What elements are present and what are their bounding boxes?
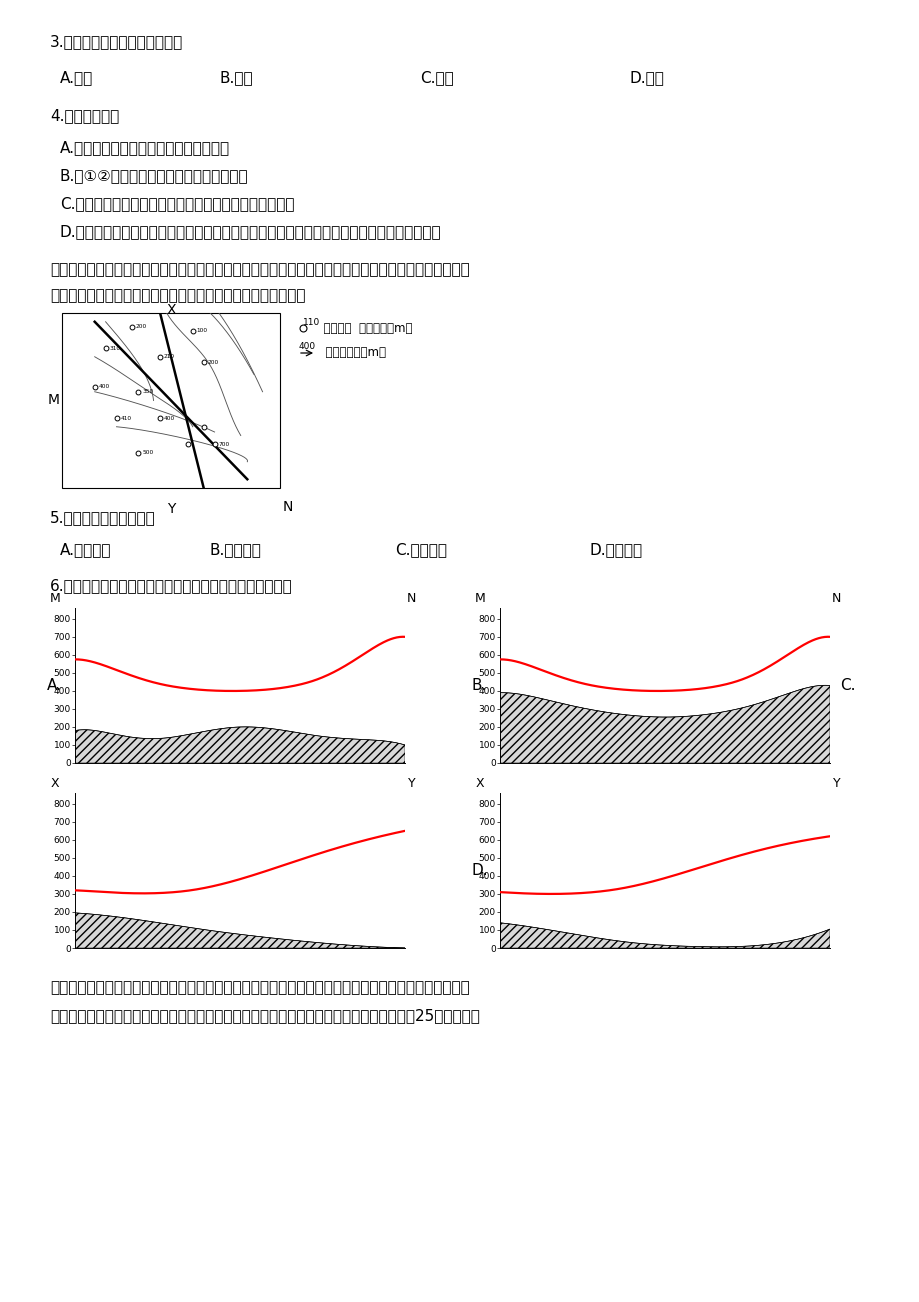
Text: Y: Y [167, 503, 176, 516]
Text: C.　丁: C. 丁 [420, 70, 453, 85]
Polygon shape [75, 913, 404, 948]
Text: 地形等高线（m）: 地形等高线（m） [318, 346, 386, 359]
Text: 700: 700 [219, 441, 230, 447]
Text: N: N [406, 592, 415, 605]
Text: 的发展和航道的兴衰等。下图示意我国一河流中游基河段河床横断面的变化，该河平水位在25米左右。据: 的发展和航道的兴衰等。下图示意我国一河流中游基河段河床横断面的变化，该河平水位在… [50, 1008, 480, 1023]
Text: D.　戊: D. 戊 [630, 70, 664, 85]
Text: B.: B. [471, 678, 487, 693]
Text: M: M [48, 393, 60, 408]
Text: 400: 400 [164, 415, 176, 421]
Text: A.　当地地表形态主要是内力作用的结果: A. 当地地表形态主要是内力作用的结果 [60, 141, 230, 155]
Text: C.　背斜山: C. 背斜山 [394, 542, 447, 557]
Text: 为该地等高线地形和部分钻孔位置分布图，据此完成下面小题。: 为该地等高线地形和部分钻孔位置分布图，据此完成下面小题。 [50, 288, 305, 303]
Text: D.　向斜山: D. 向斜山 [589, 542, 642, 557]
Text: 400: 400 [98, 384, 109, 389]
Text: 4.　由右图可知: 4. 由右图可知 [50, 108, 119, 122]
Text: 400: 400 [298, 342, 315, 352]
Text: M: M [50, 592, 61, 605]
Text: 为了调查东南丘陵某地地质构造状况，地质工作者钻孔获得了该地某岩层顶部的埋藏深度数据，下图: 为了调查东南丘陵某地地质构造状况，地质工作者钻孔获得了该地某岩层顶部的埋藏深度数… [50, 262, 470, 277]
Text: 钻孔位置  地层埋深（m）: 钻孔位置 地层埋深（m） [315, 322, 412, 335]
Text: A.　背斜谷: A. 背斜谷 [60, 542, 111, 557]
Text: A.　甲: A. 甲 [60, 70, 93, 85]
Polygon shape [75, 727, 404, 763]
Text: 210: 210 [164, 354, 175, 359]
Text: Y: Y [407, 777, 415, 790]
Text: 310: 310 [109, 345, 120, 350]
Text: 200: 200 [135, 324, 147, 329]
Text: N: N [831, 592, 840, 605]
Text: 500: 500 [142, 450, 153, 456]
Text: X: X [167, 303, 176, 316]
Text: 3.　右图中砂砾岩属于左图中的: 3. 右图中砂砾岩属于左图中的 [50, 34, 183, 49]
Text: 6.　能正确表示图中剖面线地形和地质构造状况的（　　）: 6. 能正确表示图中剖面线地形和地质构造状况的（ ） [50, 578, 292, 592]
Text: B.　①②两处岩石可能变质为板岩和大理岩: B. ①②两处岩石可能变质为板岩和大理岩 [60, 168, 248, 184]
Text: X: X [51, 777, 60, 790]
Text: 410: 410 [120, 415, 131, 421]
Text: B.　丙: B. 丙 [220, 70, 254, 85]
Text: C.　当地发生过明显的岩浆活动，因此不可能寻找到化石: C. 当地发生过明显的岩浆活动，因此不可能寻找到化石 [60, 197, 294, 211]
Bar [62, 312, 279, 488]
Text: D.　地质事件发生过程是：下沉沉积一挤压褶皱一发生断裂一岩浆入侵一抬升侵蚀一下沉沉积: D. 地质事件发生过程是：下沉沉积一挤压褶皱一发生断裂一岩浆入侵一抬升侵蚀一下沉… [60, 224, 441, 240]
Text: N: N [283, 500, 293, 514]
Text: 100: 100 [197, 328, 208, 333]
Text: 110: 110 [302, 318, 320, 327]
Polygon shape [499, 685, 829, 763]
Text: 5.　该地地貌是（　　）: 5. 该地地貌是（ ） [50, 510, 155, 525]
Text: 河床指河谷中被水流淹没的部分。河床横向变形指河床沿着与水流垂直方向发生的形状变化，如河湾: 河床指河谷中被水流淹没的部分。河床横向变形指河床沿着与水流垂直方向发生的形状变化… [50, 980, 470, 995]
Text: 350: 350 [142, 389, 153, 395]
Text: Y: Y [832, 777, 839, 790]
Text: D.: D. [471, 863, 488, 878]
Text: X: X [475, 777, 484, 790]
Polygon shape [499, 923, 829, 948]
Text: A.: A. [47, 678, 62, 693]
Text: M: M [474, 592, 485, 605]
Text: C.: C. [839, 678, 855, 693]
Text: 200: 200 [208, 359, 219, 365]
Text: B.　向斜谷: B. 向斜谷 [210, 542, 262, 557]
